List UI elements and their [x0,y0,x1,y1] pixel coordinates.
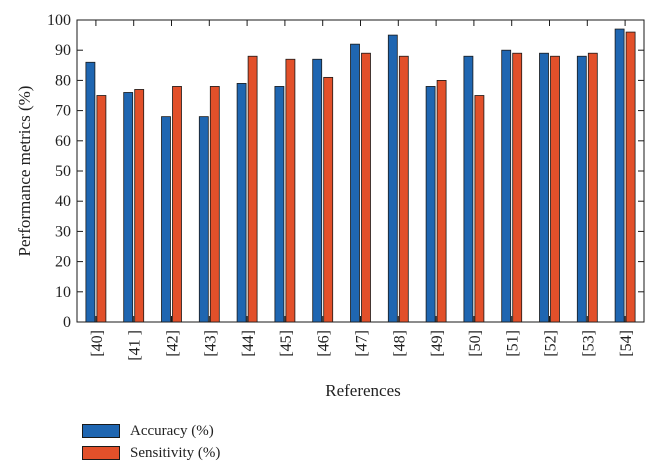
y-axis-label: Performance metrics (%) [15,86,34,257]
x-tick-label: [42] [165,330,182,357]
bar-accuracy [198,116,209,323]
bar-sensitivity [134,89,145,323]
bar-accuracy [350,43,360,323]
bar-sensitivity [96,95,107,323]
legend-label-sensitivity: Sensitivity (%) [130,444,221,461]
bar-accuracy [539,52,549,323]
bar-sensitivity [474,95,485,323]
legend-item-sensitivity: Sensitivity (%) [82,442,220,464]
y-tick-label: 50 [55,163,71,180]
bar-sensitivity [172,86,182,323]
x-tick-label: [50] [467,330,484,357]
bar-sensitivity [323,76,334,323]
x-tick-label: [41 ] [127,330,144,361]
bar-sensitivity [587,52,598,323]
x-axis-label: References [325,381,401,400]
bar-accuracy [425,86,436,323]
x-tick-label: [44] [240,330,257,357]
bar-accuracy [85,61,96,323]
bar-accuracy [463,55,474,323]
y-tick-label: 70 [55,103,71,120]
y-tick-label: 100 [47,12,71,29]
bar-sensitivity [625,31,636,323]
x-tick-label: [46] [316,330,333,357]
x-tick-label: [48] [391,330,408,357]
x-tick-label: [52] [543,330,560,357]
bar-accuracy [501,49,512,323]
bar-accuracy [161,116,171,323]
bar-sensitivity [398,55,409,323]
y-tick-label: 10 [55,284,71,301]
y-tick-label: 20 [55,254,71,271]
legend: Accuracy (%) Sensitivity (%) [82,420,220,464]
bar-sensitivity [361,52,371,323]
bar-sensitivity [247,55,258,323]
y-tick-label: 80 [55,72,71,89]
bar-accuracy [576,55,587,323]
legend-item-accuracy: Accuracy (%) [82,420,220,442]
bar-sensitivity [512,52,523,323]
x-tick-label: [54] [618,330,635,357]
y-tick-label: 30 [55,223,71,240]
y-tick-label: 60 [55,133,71,150]
y-tick-label: 0 [63,314,71,331]
x-tick-label: [45] [278,330,295,357]
bar-accuracy [123,92,134,323]
x-tick-label: [43] [202,330,219,357]
legend-swatch-sensitivity [82,446,120,460]
x-tick-label: [51] [505,330,522,357]
x-tick-label: [53] [580,330,597,357]
x-tick-label: [47] [354,330,371,357]
y-tick-label: 90 [55,42,71,59]
bar-accuracy [236,83,247,323]
bar-accuracy [387,34,398,323]
x-tick-label: [49] [429,330,446,357]
axes: 0 10 20 30 40 50 60 70 80 90 100 [40] [41 ] [42] [43] [… [47,12,645,361]
bar-accuracy [274,86,285,323]
bar-sensitivity [209,86,220,323]
bar-accuracy [312,58,323,323]
bar-sensitivity [285,58,296,323]
x-tick-label: [40] [89,330,106,357]
legend-label-accuracy: Accuracy (%) [130,422,214,439]
legend-swatch-accuracy [82,424,120,438]
y-tick-label: 40 [55,193,71,210]
bar-sensitivity [550,55,560,323]
bar-accuracy [614,28,625,323]
bar-sensitivity [436,80,447,323]
bars [85,28,636,323]
